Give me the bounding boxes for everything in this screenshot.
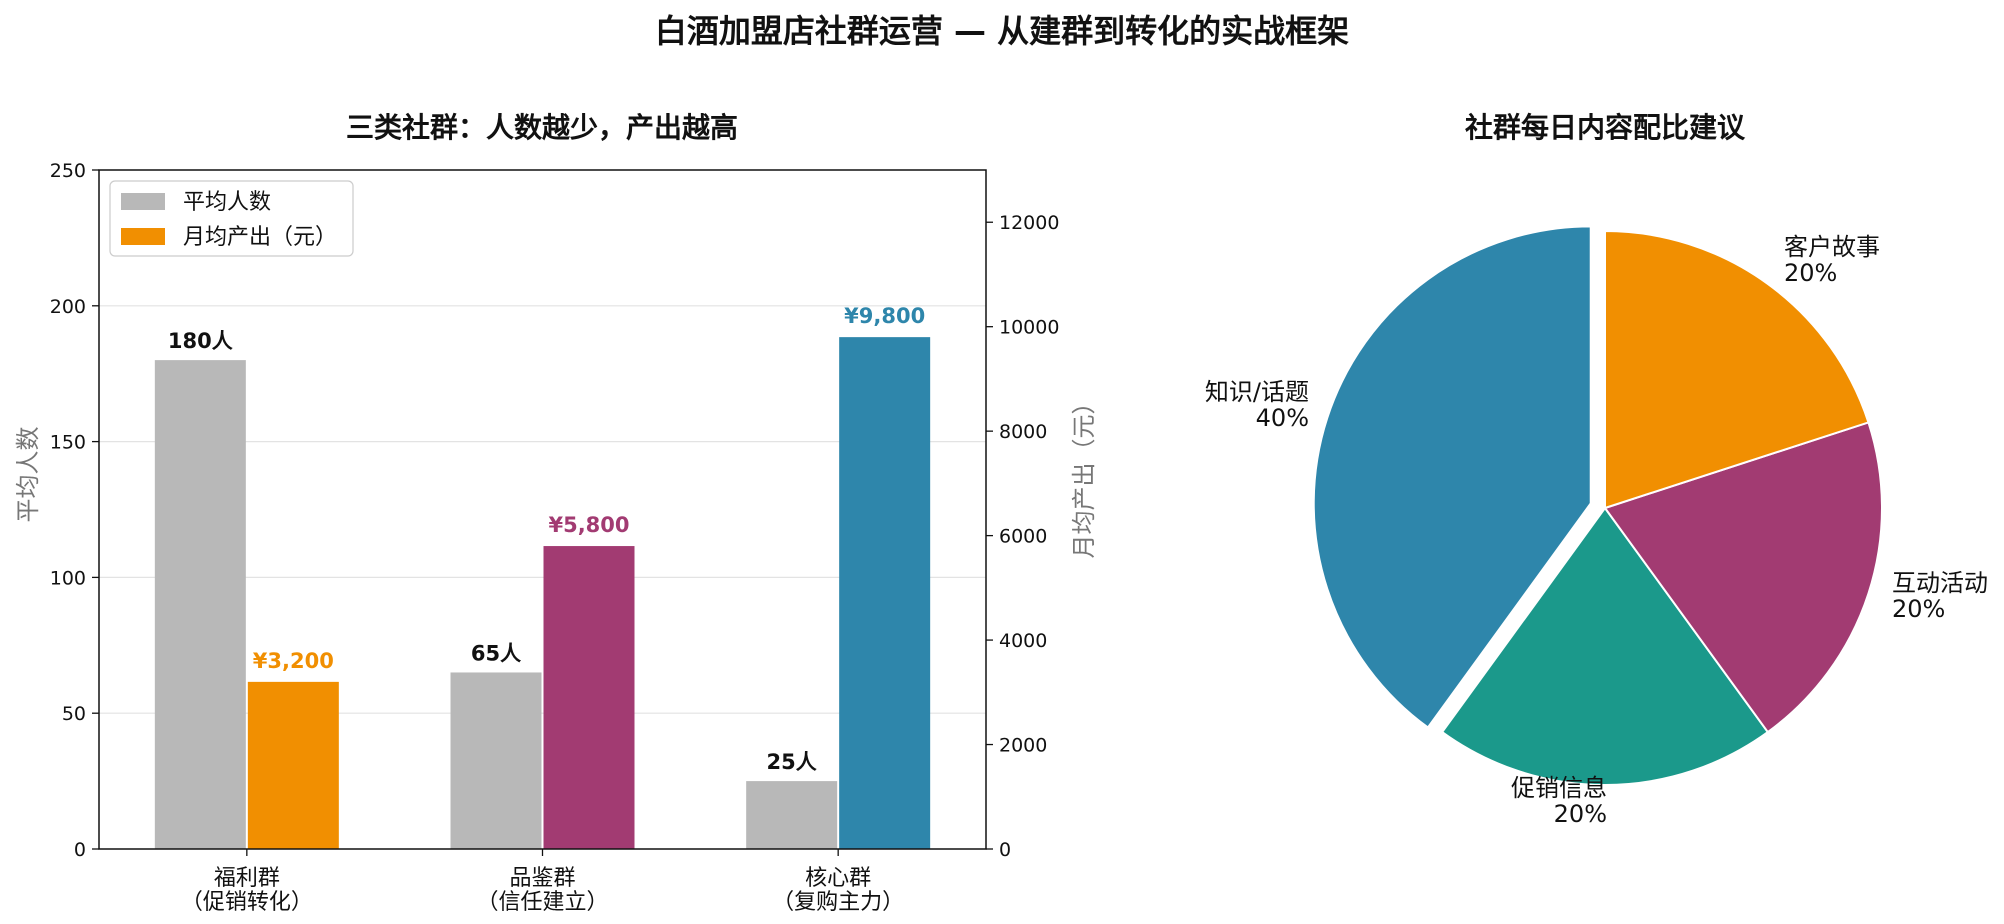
category-label: （促销转化）	[181, 890, 313, 915]
category-label: （信任建立）	[476, 890, 608, 915]
bar-value-label: 180人	[168, 329, 233, 353]
y-tick-label: 50	[62, 703, 86, 725]
y2-tick-label: 8000	[999, 421, 1047, 443]
y-tick-label: 200	[50, 296, 86, 318]
y2-axis-label: 月均产出（元）	[1070, 391, 1098, 559]
category-label: 福利群	[214, 866, 280, 891]
y2-tick-label: 10000	[999, 317, 1059, 339]
legend-box	[109, 180, 354, 257]
pie-slice-label: 知识/话题	[1205, 378, 1309, 406]
pie-slice-label: 客户故事	[1784, 233, 1880, 261]
y2-tick-label: 6000	[999, 526, 1047, 548]
pie-slice	[1440, 506, 1770, 787]
pie-slice	[1604, 229, 1870, 510]
bar-chart-title: 三类社群：人数越少，产出越高	[346, 111, 738, 144]
pie-chart-title: 社群每日内容配比建议	[1465, 111, 1746, 144]
category-label: 核心群	[805, 866, 871, 891]
pie-slice-pct: 40%	[1256, 404, 1309, 432]
pie-slice-label: 促销信息	[1511, 774, 1607, 802]
pie-slice-pct: 20%	[1554, 800, 1607, 828]
pie-slice-pct: 20%	[1892, 595, 1945, 623]
y-tick-label: 100	[50, 567, 86, 589]
pie-slice	[1312, 225, 1592, 729]
bar-value-label: 65人	[471, 641, 521, 665]
bar-members	[450, 672, 542, 849]
legend-swatch	[121, 228, 165, 245]
bar-value-label: ¥3,200	[253, 649, 334, 673]
bar-value-label: 25人	[767, 750, 817, 774]
bar-output	[839, 337, 931, 849]
pie-slice-pct: 20%	[1784, 259, 1837, 287]
y2-tick-label: 12000	[999, 212, 1059, 234]
category-label: （复购主力）	[772, 890, 904, 915]
legend-label: 平均人数	[183, 190, 271, 215]
bar-value-label: ¥9,800	[844, 304, 925, 328]
y2-tick-label: 4000	[999, 630, 1047, 652]
pie-slice	[1603, 421, 1883, 734]
y-axis-label: 平均人数	[14, 427, 42, 523]
bar-members	[746, 781, 838, 849]
category-label: 品鉴群	[509, 866, 575, 891]
y-tick-label: 0	[74, 839, 86, 861]
figure-title: 白酒加盟店社群运营 — 从建群到转化的实战框架	[655, 12, 1349, 50]
legend-swatch	[121, 193, 165, 210]
y-tick-label: 150	[50, 432, 86, 454]
bar-output	[543, 546, 635, 849]
bar-value-label: ¥5,800	[548, 513, 629, 537]
bar-chart: 三类社群：人数越少，产出越高 180人 ¥3,200 福利群（促销转化） 65人 ¥5,…	[14, 111, 1098, 915]
y2-tick-label: 2000	[999, 735, 1047, 757]
legend-label: 月均产出（元）	[183, 225, 337, 250]
pie-slice-label: 互动活动	[1892, 569, 1988, 597]
y-tick-label: 250	[50, 160, 86, 182]
bar-output	[247, 681, 339, 849]
bar-members	[154, 360, 246, 849]
y2-tick-label: 0	[999, 839, 1011, 861]
